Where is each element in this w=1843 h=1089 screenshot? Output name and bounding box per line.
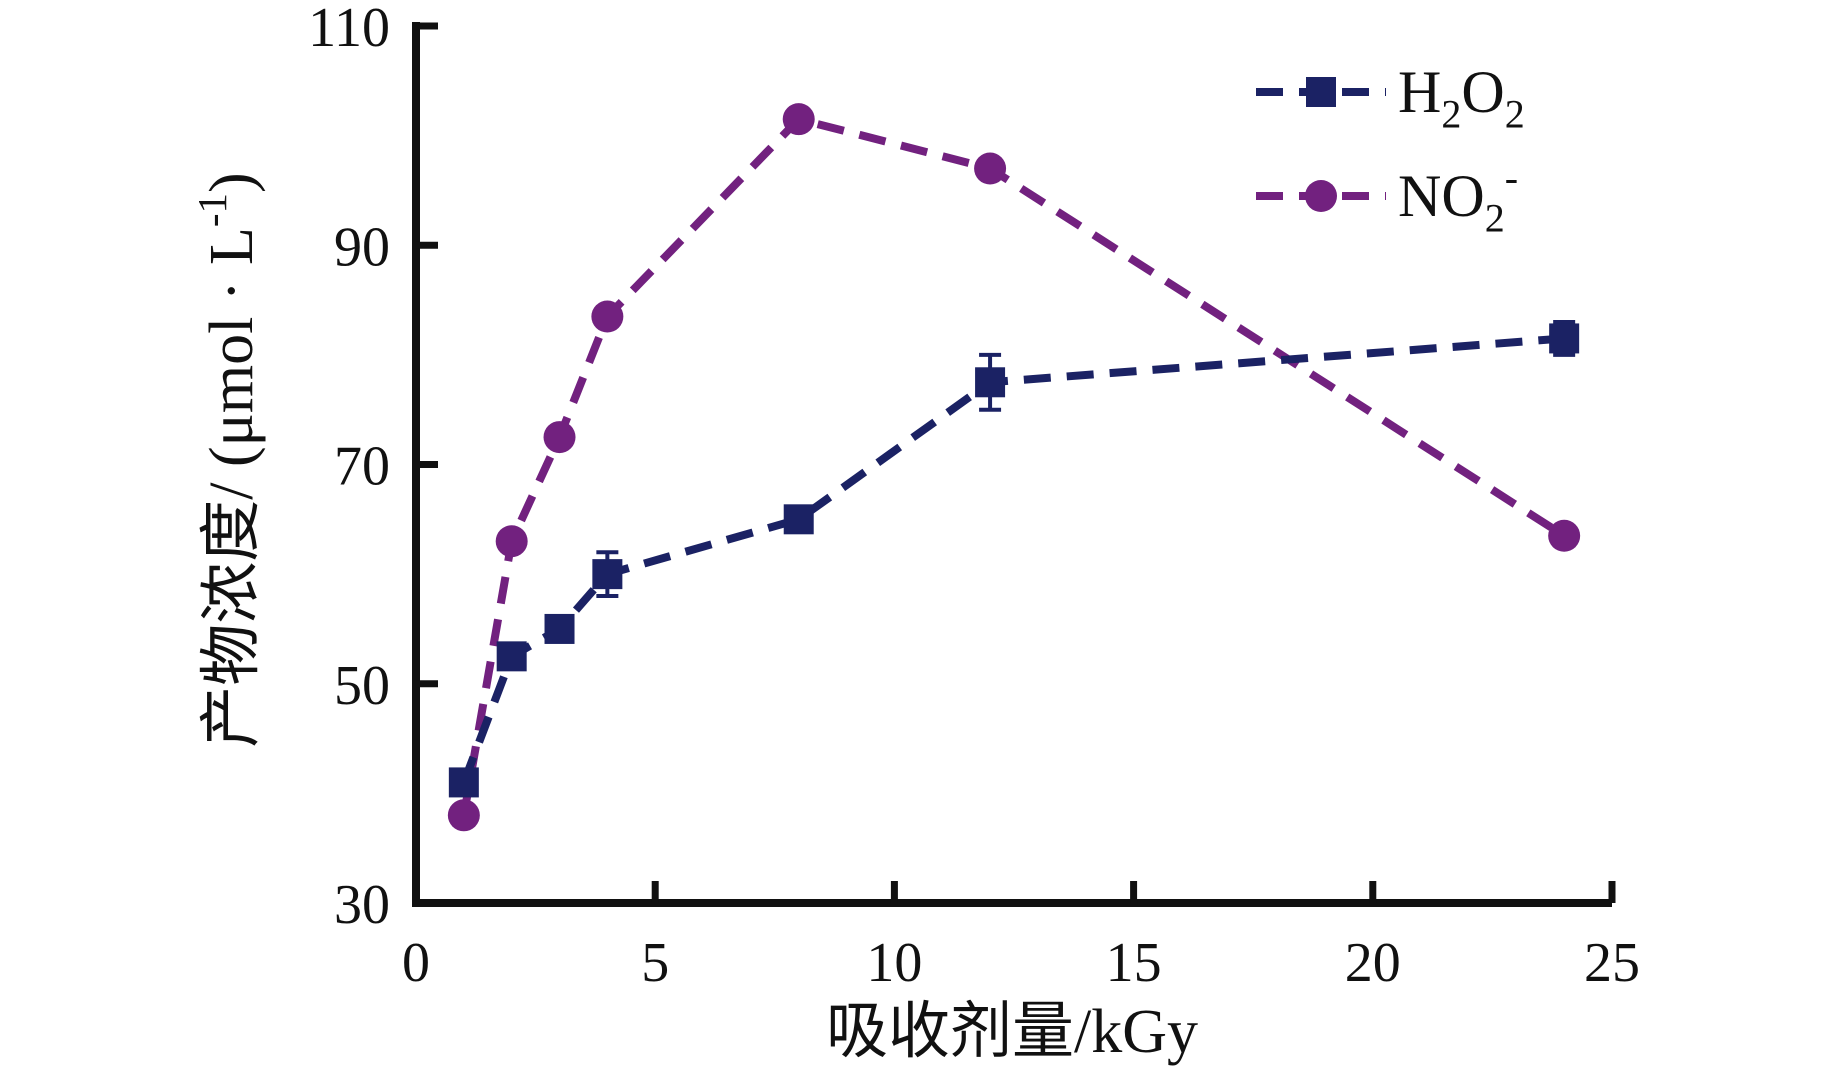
- marker-square-h2o2: [975, 367, 1006, 398]
- text-part: 产物浓度/ (μmol · L: [198, 227, 266, 748]
- text-part: 2: [1485, 196, 1505, 241]
- marker-circle-no2-: [543, 421, 576, 454]
- y-tick-label: 50: [334, 655, 390, 717]
- x-tick-label: 10: [866, 932, 922, 994]
- x-tick-label: 5: [641, 932, 669, 994]
- text-part: H: [1398, 59, 1441, 125]
- text-part: N: [1398, 163, 1441, 229]
- x-tick-label: 15: [1106, 932, 1162, 994]
- marker-circle-no2-: [591, 300, 624, 333]
- marker-square-h2o2: [496, 641, 527, 672]
- marker-circle-no2-: [1548, 519, 1581, 552]
- text-part: ): [198, 172, 266, 193]
- y-tick-label: 90: [334, 216, 390, 278]
- legend-marker-no2-: [1305, 180, 1337, 212]
- y-tick-label: 110: [308, 0, 390, 59]
- legend-label-no2-: NO2-: [1398, 155, 1518, 241]
- text-part: 吸收剂量/kGy: [826, 998, 1198, 1066]
- text-part: 2: [1441, 92, 1461, 137]
- text-part: O: [1461, 59, 1504, 125]
- text-part: 2: [1505, 92, 1525, 137]
- marker-circle-no2-: [974, 152, 1007, 185]
- marker-circle-no2-: [495, 525, 528, 558]
- marker-square-h2o2: [1549, 323, 1580, 354]
- x-tick-label: 25: [1584, 932, 1640, 994]
- text-part: O: [1441, 163, 1484, 229]
- marker-circle-no2-: [447, 799, 480, 832]
- marker-square-h2o2: [783, 504, 814, 535]
- legend-marker-h2o2: [1306, 77, 1336, 107]
- text-part: -1: [189, 193, 235, 227]
- marker-square-h2o2: [592, 559, 623, 590]
- marker-square-h2o2: [544, 613, 575, 644]
- y-tick-label: 70: [334, 436, 390, 498]
- marker-square-h2o2: [448, 767, 479, 798]
- text-part: -: [1505, 155, 1518, 200]
- x-tick-label: 20: [1345, 932, 1401, 994]
- marker-circle-no2-: [782, 103, 815, 136]
- y-tick-label: 30: [334, 874, 390, 936]
- legend-label-h2o2: H2O2: [1398, 59, 1525, 137]
- x-axis-title: 吸收剂量/kGy: [826, 998, 1198, 1066]
- y-axis-title: 产物浓度/ (μmol · L-1): [189, 172, 266, 747]
- x-tick-label: 0: [402, 932, 430, 994]
- series-line-h2o2: [460, 334, 1565, 784]
- axis-frame: [412, 22, 1612, 907]
